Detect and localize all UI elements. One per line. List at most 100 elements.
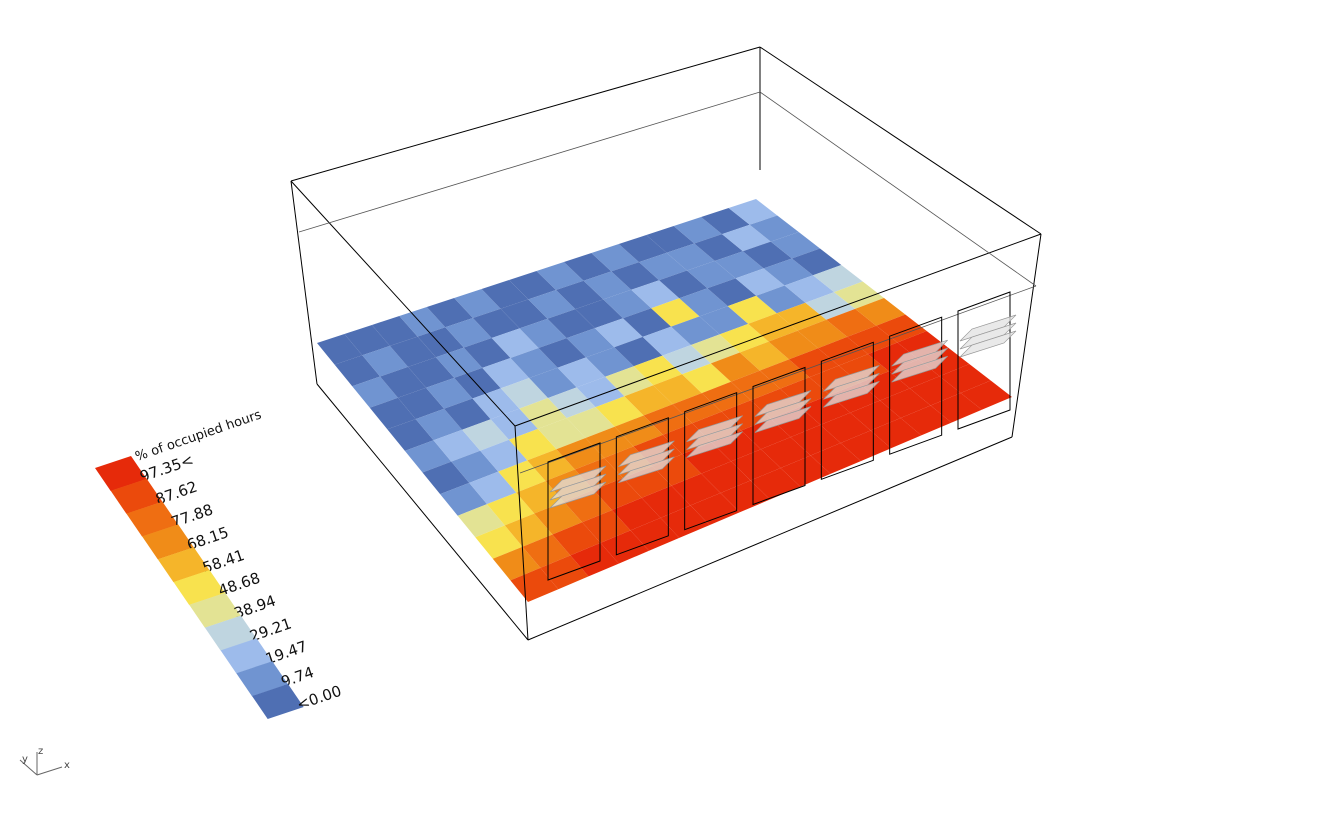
axis-x-line <box>36 766 63 776</box>
grid-cell <box>500 299 548 329</box>
grid-cell <box>595 396 644 427</box>
grid-cell <box>380 366 426 398</box>
grid-cell <box>583 271 632 300</box>
grid-cell <box>614 336 663 367</box>
grid-cell <box>510 567 559 602</box>
grid-cell <box>344 325 390 356</box>
grid-cell <box>780 455 831 487</box>
grid-cell <box>671 316 720 345</box>
grid-cell <box>600 530 649 564</box>
grid-cell <box>714 251 764 279</box>
grid-cell <box>728 199 778 225</box>
grid-cell <box>552 522 601 556</box>
grid-cell <box>735 268 785 296</box>
axis-y-line <box>19 759 38 776</box>
grid-cell <box>748 313 798 342</box>
grid-cell <box>537 418 586 450</box>
grid-cell <box>614 415 663 447</box>
grid-cell <box>504 513 553 547</box>
grid-cell <box>790 424 841 456</box>
grid-cell <box>930 393 982 423</box>
grid-cell <box>694 234 743 261</box>
grid-cell <box>876 314 927 343</box>
grid-cell <box>451 450 499 483</box>
legend-swatch <box>252 684 304 719</box>
grid-cell <box>362 345 408 377</box>
grid-cell <box>742 241 792 269</box>
grid-cell <box>440 482 487 516</box>
grid-cell <box>522 534 571 568</box>
grid-cell <box>570 542 619 577</box>
grid-cell <box>469 471 517 505</box>
axis-x-label: x <box>64 760 70 771</box>
grid-cell <box>826 308 877 337</box>
grid-cell <box>472 388 520 420</box>
legend-swatch <box>204 615 257 651</box>
grid-cell <box>618 235 667 263</box>
grid-cell <box>445 318 492 348</box>
grid-cell <box>389 336 436 367</box>
legend-swatch <box>173 570 226 605</box>
grid-cell <box>404 440 452 473</box>
grid-cell <box>679 288 728 317</box>
grid-cell <box>840 430 891 462</box>
grid-cell <box>472 308 520 338</box>
grid-cell <box>653 374 702 405</box>
grid-cell <box>624 385 673 416</box>
grid-cell <box>642 326 691 356</box>
grid-cell <box>850 400 901 431</box>
grid-cell <box>611 262 660 290</box>
grid-cell <box>490 408 538 440</box>
grid-cell <box>475 525 523 559</box>
grid-cell <box>540 555 589 590</box>
shading-louvre <box>618 456 675 484</box>
window-frame <box>820 341 874 481</box>
grid-cell <box>457 504 505 538</box>
shading-louvre <box>549 481 607 509</box>
legend-swatch <box>95 456 147 491</box>
shading-louvre <box>754 406 812 433</box>
grid-cell <box>776 302 827 331</box>
grid-cell <box>387 419 434 451</box>
grid-cell <box>591 244 639 272</box>
grid-cell <box>516 481 564 514</box>
grid-cell <box>659 270 708 299</box>
grid-cell <box>789 348 839 378</box>
grid-cell <box>548 387 596 418</box>
grid-cell <box>534 501 583 535</box>
grid-cell <box>426 377 473 409</box>
grid-cell <box>528 290 576 319</box>
grid-cell <box>500 378 548 409</box>
grid-cell <box>482 358 530 389</box>
grid-cell <box>557 357 606 388</box>
grid-cell <box>371 316 418 346</box>
grid-cell <box>556 280 604 310</box>
legend-title: % of occupied hours <box>133 407 263 464</box>
grid-cell <box>408 357 455 388</box>
grid-cell <box>720 480 770 513</box>
grid-cell <box>939 364 991 393</box>
grid-cell <box>631 280 680 309</box>
grid-cell <box>603 289 652 319</box>
grid-cell <box>719 323 769 353</box>
grid-cell <box>687 260 736 289</box>
window-frame <box>547 442 601 581</box>
grid-cell <box>880 388 931 418</box>
grid-cell <box>690 493 740 526</box>
grid-cell <box>701 461 751 493</box>
window-frame <box>957 291 1011 430</box>
grid-cell <box>462 419 509 451</box>
grid-cell <box>768 330 819 360</box>
shading-louvre <box>823 380 880 408</box>
legend-swatch <box>157 547 210 583</box>
axis-gizmo <box>19 752 63 776</box>
grid-cell <box>784 275 835 303</box>
legend-swatch <box>220 638 273 674</box>
grid-cell <box>582 510 631 543</box>
grid-cell <box>426 298 473 328</box>
grid-cell <box>519 318 567 348</box>
grid-cell <box>673 217 722 244</box>
grid-cell <box>352 376 398 408</box>
grid-cell <box>399 307 446 337</box>
grid-cell <box>334 355 381 387</box>
